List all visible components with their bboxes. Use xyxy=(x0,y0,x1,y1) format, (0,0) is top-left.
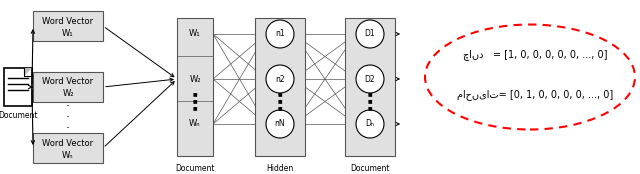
Text: ماحنیات= [0, 1, 0, 0, 0, 0, ..., 0]: ماحنیات= [0, 1, 0, 0, 0, 0, ..., 0] xyxy=(457,90,613,100)
Text: Document
Class: Document Class xyxy=(350,164,390,174)
Text: Document: Document xyxy=(0,111,38,120)
FancyBboxPatch shape xyxy=(255,18,305,156)
FancyBboxPatch shape xyxy=(345,18,395,156)
Text: D2: D2 xyxy=(365,74,375,84)
Text: ■
■
■: ■ ■ ■ xyxy=(278,92,282,110)
Text: n2: n2 xyxy=(275,74,285,84)
Text: Wₙ: Wₙ xyxy=(189,120,201,129)
FancyBboxPatch shape xyxy=(33,11,103,41)
Text: W₁: W₁ xyxy=(189,30,201,38)
FancyBboxPatch shape xyxy=(33,133,103,163)
Text: Hidden
Layer: Hidden Layer xyxy=(266,164,294,174)
Text: ■
■
■: ■ ■ ■ xyxy=(368,92,372,110)
Text: ■
■
■: ■ ■ ■ xyxy=(193,92,197,110)
Text: Word Vector: Word Vector xyxy=(42,17,93,26)
Text: ·
·
·: · · · xyxy=(66,101,70,136)
Circle shape xyxy=(266,65,294,93)
Text: W₂: W₂ xyxy=(189,74,201,84)
Circle shape xyxy=(266,20,294,48)
Text: Dₙ: Dₙ xyxy=(365,120,374,129)
FancyBboxPatch shape xyxy=(4,68,32,106)
Circle shape xyxy=(356,20,384,48)
FancyBboxPatch shape xyxy=(177,18,213,156)
Circle shape xyxy=(266,110,294,138)
FancyBboxPatch shape xyxy=(33,72,103,102)
Circle shape xyxy=(356,65,384,93)
Text: nN: nN xyxy=(275,120,285,129)
Text: Document
Vector: Document Vector xyxy=(175,164,215,174)
Text: D1: D1 xyxy=(365,30,375,38)
Circle shape xyxy=(356,110,384,138)
Text: Word Vector: Word Vector xyxy=(42,77,93,86)
Text: W₂: W₂ xyxy=(62,89,74,98)
Text: n1: n1 xyxy=(275,30,285,38)
Text: Word Vector: Word Vector xyxy=(42,139,93,148)
Text: چاند   = [1, 0, 0, 0, 0, 0, ..., 0]: چاند = [1, 0, 0, 0, 0, 0, ..., 0] xyxy=(463,50,607,61)
Text: W₁: W₁ xyxy=(62,29,74,38)
Polygon shape xyxy=(24,68,32,76)
Text: Wₙ: Wₙ xyxy=(62,151,74,160)
